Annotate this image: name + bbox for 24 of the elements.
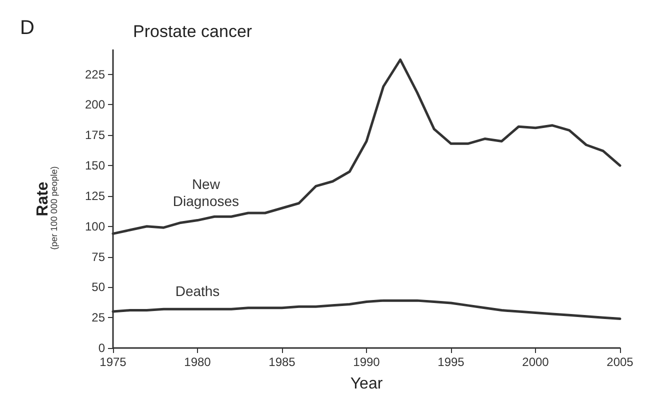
x-tick-label: 1995 [438, 355, 465, 369]
x-tick-label: 2000 [522, 355, 550, 369]
y-tick-label: 0 [98, 341, 106, 355]
x-tick-label: 1980 [184, 355, 212, 369]
x-tick-label: 1975 [100, 355, 127, 369]
series-label: Deaths [175, 282, 220, 299]
y-tick-label: 175 [84, 128, 106, 142]
y-tick-label: 200 [84, 98, 106, 112]
y-tick-label: 50 [92, 280, 106, 294]
y-axis-title: Rate [34, 182, 52, 216]
x-tick-label: 2005 [606, 355, 634, 369]
text: (per 100 000 people) [49, 166, 59, 250]
y-tick-label: 225 [84, 67, 106, 82]
x-tick-label: 1990 [353, 355, 380, 369]
x-tick-label: 1985 [268, 355, 296, 369]
y-tick-label: 25 [92, 310, 106, 325]
x-axis-title: Year [350, 376, 384, 392]
y-tick-label: 75 [92, 250, 106, 264]
y-tick-label: 150 [84, 158, 106, 173]
y-tick-label: 125 [84, 188, 106, 203]
y-tick-label: 100 [84, 219, 106, 234]
series-label: New Diagnoses [172, 176, 240, 209]
chart-title: Prostate cancer [133, 22, 252, 41]
text: D [20, 17, 34, 39]
